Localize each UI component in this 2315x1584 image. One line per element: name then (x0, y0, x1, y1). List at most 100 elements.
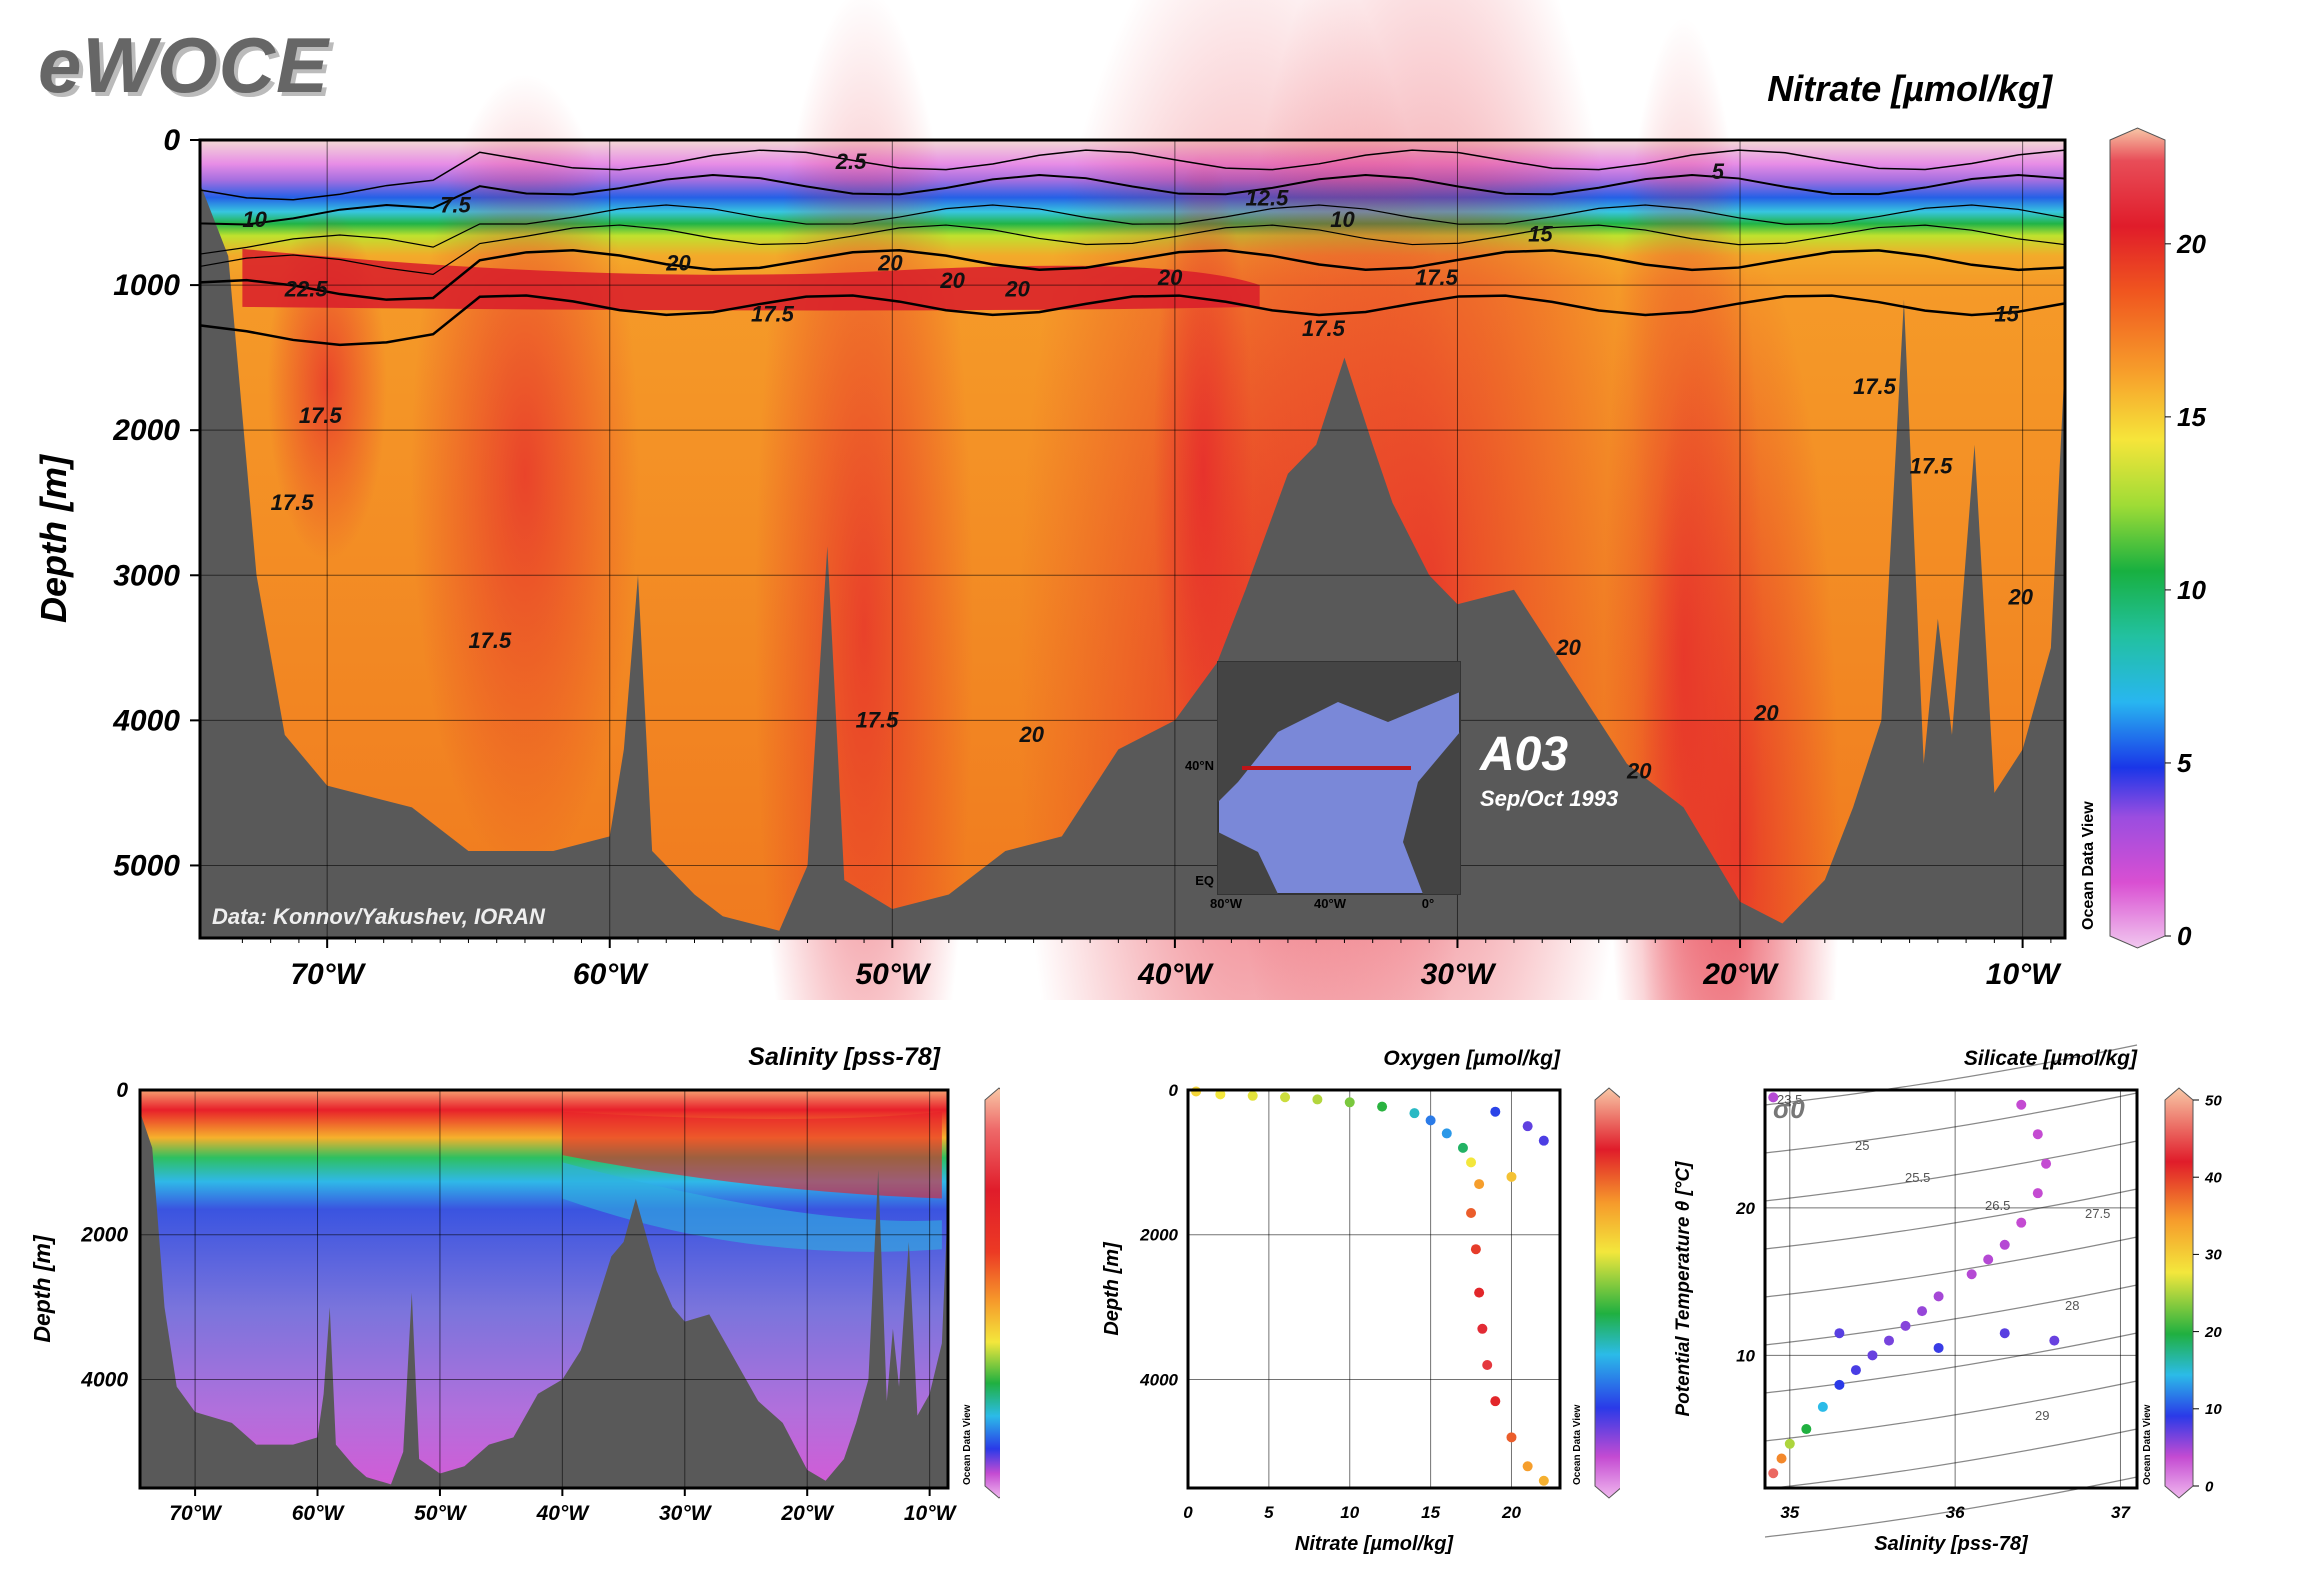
isopycnal-line (1764, 1044, 2138, 1106)
scatter-point (1409, 1108, 1420, 1119)
scatter-point (2049, 1335, 2060, 1346)
colorbar-label: 40 (2204, 1169, 2222, 1186)
isopycnal-line (1764, 1236, 2138, 1298)
contour-line (199, 204, 2066, 255)
y-tick-label: 4000 (1139, 1370, 1178, 1389)
scatter-point (1776, 1453, 1787, 1464)
contour-label: 20 (1753, 700, 1779, 725)
y-tick-label: 2000 (80, 1224, 128, 1247)
isopycnal-line (1764, 1140, 2138, 1202)
colorbar-label: 30 (2205, 1247, 2222, 1264)
scatter-point (1247, 1090, 1258, 1101)
x-tick-label: 5 (1264, 1503, 1274, 1522)
scatter-point (1999, 1239, 2010, 1250)
isopycnal-line (1764, 1428, 2138, 1490)
contour-label: 17.5 (1853, 374, 1897, 399)
scatter-point (1474, 1287, 1485, 1298)
x-tick-label: 10°W (1986, 958, 2062, 991)
scatter-point (1900, 1320, 1911, 1331)
y-tick-label: 0 (116, 1079, 128, 1102)
isopycnal-label: 25 (1855, 1138, 1869, 1153)
scatter-point (1522, 1121, 1533, 1132)
x-tick-label: 15 (1421, 1503, 1440, 1522)
x-tick-label: 30°W (1421, 958, 1497, 991)
x-tick-label: 40°W (1137, 958, 1214, 991)
silicate-colorbar (2164, 1087, 2194, 1499)
scatter-point (1312, 1094, 1323, 1105)
y-tick-label: 20 (1735, 1199, 1755, 1218)
y-axis-label: Depth [m] (1101, 1241, 1123, 1336)
x-tick-label: 20°W (780, 1502, 835, 1525)
scatter-point (1474, 1179, 1485, 1190)
x-tick-label: 0 (1183, 1503, 1193, 1522)
contour-label: 17.5 (1415, 265, 1459, 290)
isopycnal-line (1764, 1380, 2138, 1442)
contour-label: 20 (877, 251, 903, 276)
oxygen-title: Oxygen [µmol/kg] (1383, 1047, 1561, 1070)
nitrate-colorbar (2109, 127, 2166, 949)
contour-label: 20 (1626, 758, 1652, 783)
isopycnal-line (1764, 1092, 2138, 1154)
y-tick-label: 0 (1169, 1081, 1179, 1100)
scatter-point (1470, 1244, 1481, 1255)
contour-label: 15 (1994, 301, 2019, 326)
sigma-label: σ0 (1773, 1094, 1805, 1124)
isopycnal-label: 25.5 (1905, 1170, 1930, 1185)
scatter-point (1490, 1106, 1501, 1117)
inset-landmass-south-america (1218, 832, 1278, 894)
x-tick-label: 36 (1946, 1503, 1965, 1522)
colorbar-label: 20 (2204, 1324, 2222, 1341)
colorbar-label: 0 (2177, 921, 2192, 951)
plot-frame (198, 138, 2067, 940)
x-tick-label: 60°W (292, 1502, 346, 1525)
plot-background (1188, 1090, 1560, 1488)
scatter-point (1490, 1396, 1501, 1407)
x-tick-label: 50°W (414, 1502, 468, 1525)
inset-axis-label: EQ (1195, 873, 1214, 888)
y-tick-label: 1000 (113, 269, 180, 302)
scatter-point (2016, 1099, 2027, 1110)
oxygen-scatter-chart: 0 5 10 15 20 0 2000 4000 Nitrate [µmol/kg] Depth … (1101, 1047, 1620, 1555)
scatter-point (1441, 1128, 1452, 1139)
inset-landmass-north (1218, 662, 1460, 802)
y-tick-label: 2000 (112, 414, 180, 447)
x-tick-label: 37 (2111, 1503, 2131, 1522)
contour-label: 10 (1330, 207, 1355, 232)
scatter-point (1280, 1092, 1291, 1103)
contour-label: 20 (1004, 277, 1030, 302)
y-tick-label: 4000 (80, 1368, 128, 1391)
odv-credit: Ocean Data View (1572, 1404, 1583, 1485)
x-tick-label: 70°W (169, 1502, 223, 1525)
y-tick-label: 0 (163, 124, 180, 157)
data-credit: Data: Konnov/Yakushev, IORAN (212, 904, 546, 929)
contour-label: 20 (939, 268, 965, 293)
scatter-point (1884, 1335, 1894, 1346)
contour-label: 17.5 (1302, 316, 1346, 341)
bathymetry (200, 183, 2065, 938)
gridlines (1765, 1090, 2137, 1488)
salinity-section-chart: 70°W 60°W 50°W 40°W 30°W 20°W 10°W 0 2000 4000 Dep… (29, 1043, 1000, 1525)
scatter-point (1506, 1432, 1517, 1443)
contour-label: 20 (1018, 722, 1044, 747)
contour-line (199, 149, 2066, 201)
colorbar-label: 10 (2205, 1401, 2222, 1418)
gridlines (200, 140, 2065, 938)
contour-label: 20 (665, 251, 691, 276)
scatter-point (1784, 1438, 1795, 1449)
colorbar-label: 15 (2177, 402, 2206, 432)
x-tick-label: 30°W (659, 1502, 713, 1525)
contour-label: 17.5 (1910, 454, 1954, 479)
colorbar-label: 10 (2177, 575, 2206, 605)
scatter-point (1917, 1306, 1928, 1317)
scatter-point (1933, 1291, 1944, 1302)
scatter-point (1850, 1365, 1861, 1376)
scatter-point (2041, 1158, 2052, 1169)
odv-credit: Ocean Data View (2142, 1404, 2153, 1485)
nitrate-section-chart: 10 22.5 7.5 20 20 20 20 20 2.5 12.5 10 15 5 17.5 17.5 1… (33, 0, 2206, 1000)
silicate-title: Silicate [µmol/kg] (1964, 1047, 2138, 1070)
isopycnal-label: 28 (2065, 1298, 2079, 1313)
inset-axis-label: 40°W (1314, 896, 1347, 911)
colorbar-label: 50 (2205, 1092, 2222, 1109)
x-tick-label: 50°W (855, 958, 931, 991)
x-axis-label: Salinity [pss-78] (1874, 1533, 2029, 1555)
